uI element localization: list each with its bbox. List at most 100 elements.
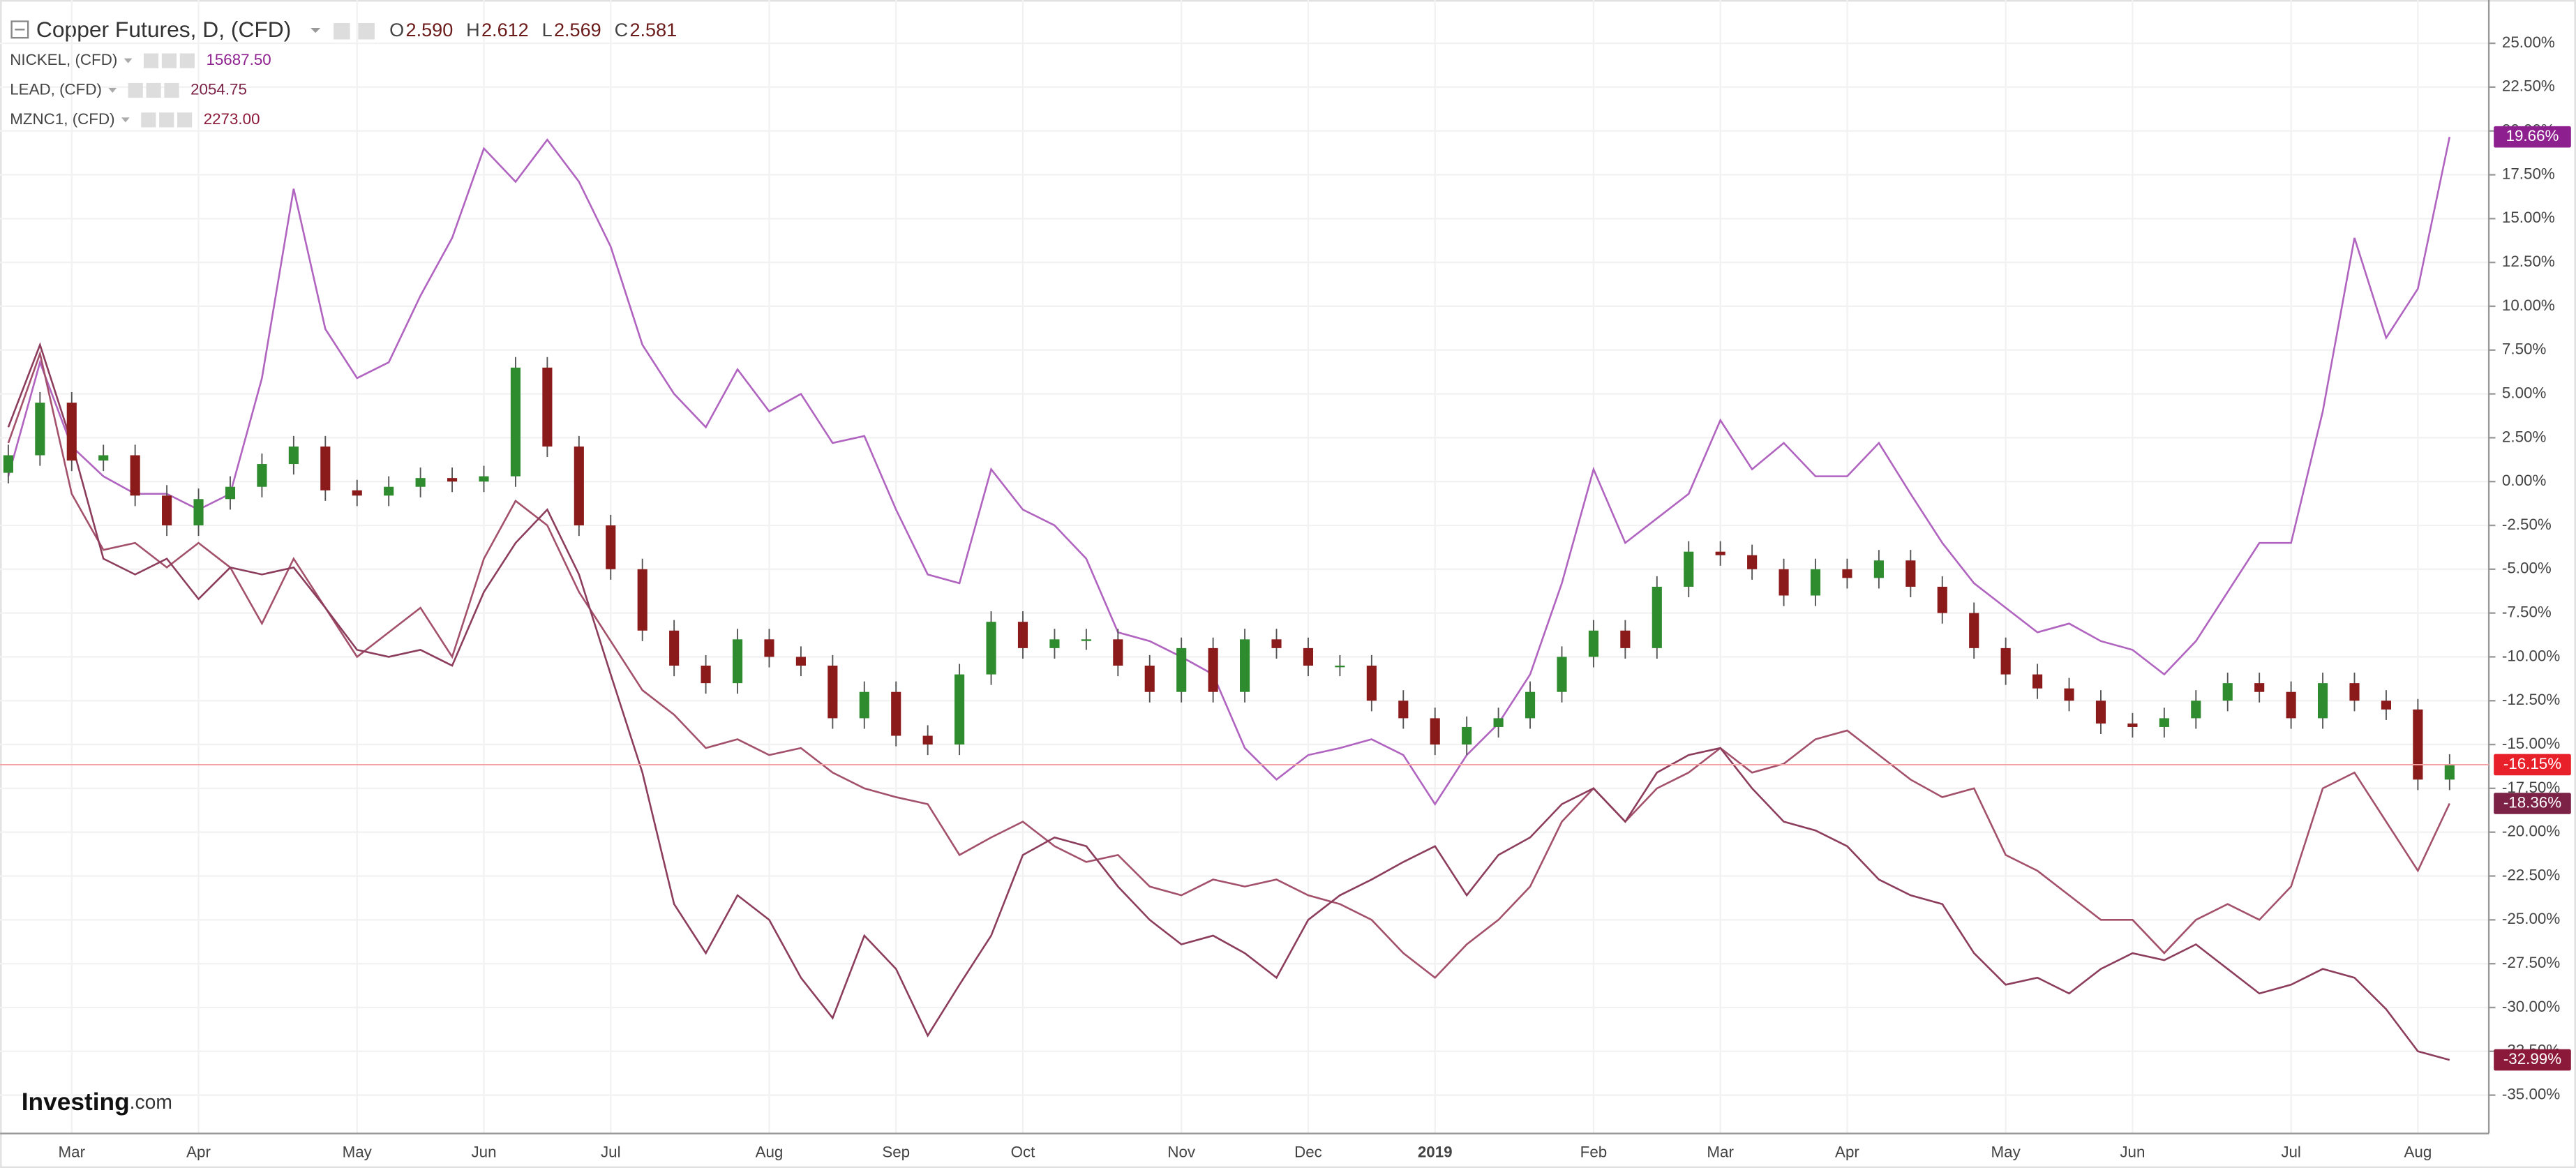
x-tick-label: May: [343, 1144, 373, 1161]
candle-body: [922, 735, 933, 745]
candle-body: [1715, 551, 1725, 555]
y-tick-label: 15.00%: [2502, 209, 2555, 226]
value-label: 19.66%: [2506, 127, 2559, 144]
candle-body: [1017, 622, 1028, 648]
y-tick-label: 7.50%: [2502, 340, 2547, 358]
candle-body: [98, 455, 109, 461]
legend-icon[interactable]: [164, 82, 179, 98]
y-tick-label: -7.50%: [2502, 604, 2552, 621]
x-tick-label: Mar: [1707, 1144, 1734, 1161]
candle-body: [415, 478, 426, 487]
logo: Investing.com: [22, 1089, 172, 1116]
y-tick-label: 12.50%: [2502, 253, 2555, 270]
logo-main: Investing: [22, 1089, 130, 1116]
dropdown-arrow[interactable]: [123, 58, 133, 63]
candle-body: [1081, 639, 1091, 641]
x-tick-label: Jun: [471, 1144, 496, 1161]
y-tick-label: -20.00%: [2502, 823, 2560, 840]
x-tick-label: 2019: [1418, 1144, 1453, 1161]
x-tick-label: Oct: [1011, 1144, 1036, 1161]
legend-icon[interactable]: [161, 53, 177, 68]
candle-body: [2286, 691, 2296, 719]
legend-name[interactable]: LEAD, (CFD): [10, 80, 102, 98]
candle-body: [986, 622, 996, 675]
quote-value: 2.590: [406, 19, 454, 40]
quote-key: O: [389, 19, 404, 40]
collapse-button[interactable]: [10, 20, 29, 39]
candle-body: [1176, 647, 1187, 692]
x-tick-label: Nov: [1167, 1144, 1196, 1161]
quote-key: L: [542, 19, 553, 40]
candle-body: [1557, 657, 1567, 692]
candle-body: [162, 495, 172, 525]
quote-value: 2.612: [481, 19, 529, 40]
candle-body: [257, 464, 267, 487]
settings-icon[interactable]: [358, 22, 375, 40]
legend-name[interactable]: MZNC1, (CFD): [10, 110, 114, 128]
dropdown-arrow[interactable]: [108, 87, 117, 93]
y-tick-label: -10.00%: [2502, 647, 2560, 664]
candle-body: [2413, 709, 2423, 780]
candle-body: [2222, 683, 2233, 701]
x-tick-label: Aug: [756, 1144, 784, 1161]
quote-key: C: [615, 19, 629, 40]
candle-body: [1462, 726, 1472, 745]
candle-body: [1271, 639, 1282, 648]
candle-body: [479, 476, 489, 482]
legend-name[interactable]: NICKEL, (CFD): [10, 51, 117, 68]
dropdown-arrow[interactable]: [121, 117, 130, 123]
candle-body: [1779, 569, 1789, 596]
candle-body: [66, 403, 77, 461]
settings-icon[interactable]: [334, 22, 350, 40]
candle-body: [1398, 701, 1409, 719]
candle-body: [669, 630, 680, 666]
legend-icon[interactable]: [141, 112, 156, 128]
candle-body: [1525, 691, 1536, 719]
candle-body: [193, 499, 204, 525]
candle-body: [1113, 639, 1123, 666]
candle-body: [2032, 674, 2043, 689]
logo-suffix: .com: [130, 1091, 172, 1114]
legend-icon[interactable]: [146, 82, 161, 98]
value-badge: [2494, 793, 2571, 814]
dropdown-arrow[interactable]: [310, 28, 321, 33]
candle-body: [859, 691, 869, 719]
y-tick-label: -15.00%: [2502, 735, 2560, 752]
y-tick-label: -30.00%: [2502, 998, 2560, 1015]
candle-body: [1684, 551, 1694, 587]
legend-icon[interactable]: [143, 53, 159, 68]
candle-body: [2254, 683, 2265, 692]
y-tick-label: 17.50%: [2502, 165, 2555, 182]
legend-icon[interactable]: [177, 112, 193, 128]
candle-body: [764, 639, 774, 657]
legend-icon[interactable]: [179, 53, 195, 68]
candle-body: [954, 674, 965, 745]
candle-body: [2317, 683, 2328, 719]
legend-icon[interactable]: [159, 112, 174, 128]
candle-body: [2064, 688, 2074, 701]
candle-body: [1049, 639, 1060, 648]
candle-body: [1620, 630, 1631, 648]
y-tick-label: -22.50%: [2502, 866, 2560, 883]
y-tick-label: 0.00%: [2502, 472, 2547, 489]
candle-body: [1366, 666, 1377, 701]
legend-icon[interactable]: [128, 82, 143, 98]
candle-body: [1842, 569, 1852, 578]
quote-key: H: [466, 19, 480, 40]
legend-price: 15687.50: [206, 51, 271, 68]
chart-title: Copper Futures, D, (CFD): [36, 17, 291, 42]
y-tick-label: 5.00%: [2502, 384, 2547, 401]
candle-body: [1937, 586, 1947, 613]
value-badge: [2494, 126, 2571, 148]
candle-body: [828, 666, 838, 719]
candle-body: [542, 367, 553, 447]
candle-body: [2444, 764, 2455, 780]
candle-body: [35, 403, 45, 456]
x-tick-label: Feb: [1580, 1144, 1608, 1161]
x-tick-label: Apr: [1835, 1144, 1859, 1161]
candle-body: [1810, 569, 1821, 596]
y-tick-label: 2.50%: [2502, 428, 2547, 445]
quote-value: 2.569: [554, 19, 601, 40]
candle-body: [447, 478, 458, 482]
legend-price: 2273.00: [204, 110, 260, 128]
